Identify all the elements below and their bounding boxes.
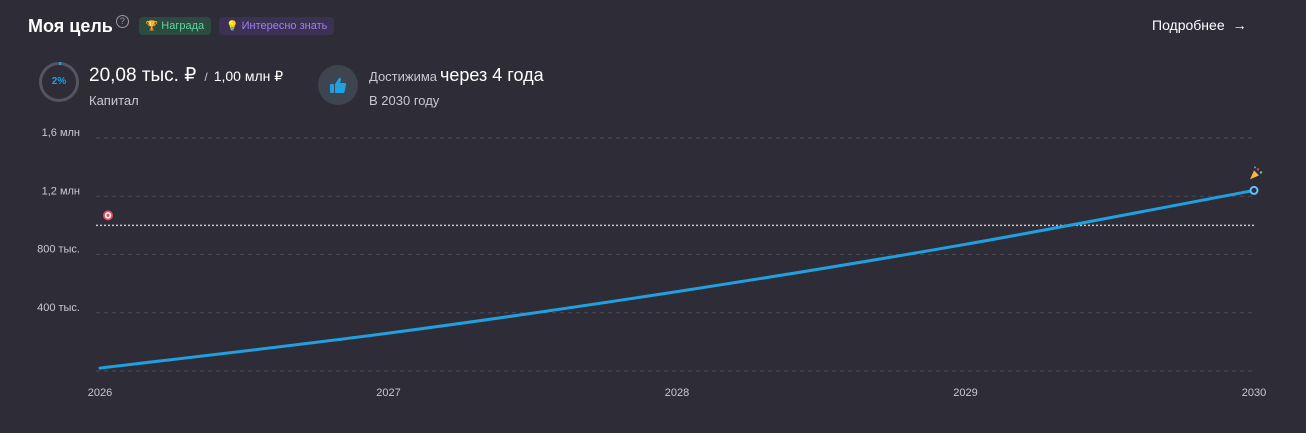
- x-tick-label: 2026: [88, 387, 112, 399]
- x-tick-label: 2028: [665, 387, 689, 399]
- capital-separator: /: [204, 70, 208, 84]
- more-link-label: Подробнее: [1152, 17, 1225, 33]
- progress-ring: 2%: [38, 61, 80, 103]
- y-tick-label: 400 тыс.: [37, 302, 80, 314]
- confetti: [1259, 171, 1263, 174]
- confetti: [1254, 166, 1256, 169]
- more-link[interactable]: Подробнее →: [1152, 17, 1247, 33]
- y-tick-label: 1,2 млн: [42, 185, 80, 197]
- capital-label: Капитал: [89, 93, 139, 108]
- progress-ring-graphic: [39, 62, 79, 102]
- y-tick-label: 1,6 млн: [42, 127, 80, 139]
- progress-percent: 2%: [51, 76, 67, 87]
- info-badge-label: Интересно знать: [241, 20, 328, 32]
- target-center: [106, 213, 110, 217]
- reach-info: Достижима через 4 года: [369, 65, 544, 86]
- x-tick-label: 2027: [376, 387, 400, 399]
- trophy-icon: 🏆: [145, 20, 159, 32]
- y-tick-label: 800 тыс.: [37, 244, 80, 256]
- header: Моя цель ? 🏆 Награда 💡 Интересно знать: [28, 14, 335, 38]
- x-tick-label: 2030: [1242, 387, 1266, 399]
- reach-value: через 4 года: [440, 65, 544, 85]
- reward-badge-label: Награда: [161, 20, 205, 32]
- info-badge[interactable]: 💡 Интересно знать: [219, 17, 335, 35]
- arrow-right-icon: →: [1232, 17, 1247, 33]
- capital-value: 20,08 тыс. ₽ / 1,00 млн ₽: [89, 64, 283, 87]
- help-icon[interactable]: ?: [115, 14, 129, 28]
- capital-amount: 20,08 тыс. ₽: [89, 65, 197, 86]
- reach-year: В 2030 году: [369, 93, 440, 108]
- page-title: Моя цель: [28, 15, 113, 36]
- reward-badge[interactable]: 🏆 Награда: [138, 17, 212, 35]
- x-tick-label: 2029: [953, 387, 977, 399]
- reach-label: Достижима: [369, 69, 438, 84]
- popper-cone: [1250, 170, 1259, 180]
- capital-target: 1,00 млн ₽: [213, 68, 284, 84]
- end-point-marker: [1249, 185, 1259, 195]
- party-popper-icon: [1250, 166, 1263, 180]
- thumbs-up-icon: [318, 65, 358, 105]
- confetti: [1256, 168, 1260, 171]
- target-icon: [103, 210, 113, 221]
- lightbulb-icon: 💡: [226, 20, 239, 32]
- series-line: [98, 188, 1256, 370]
